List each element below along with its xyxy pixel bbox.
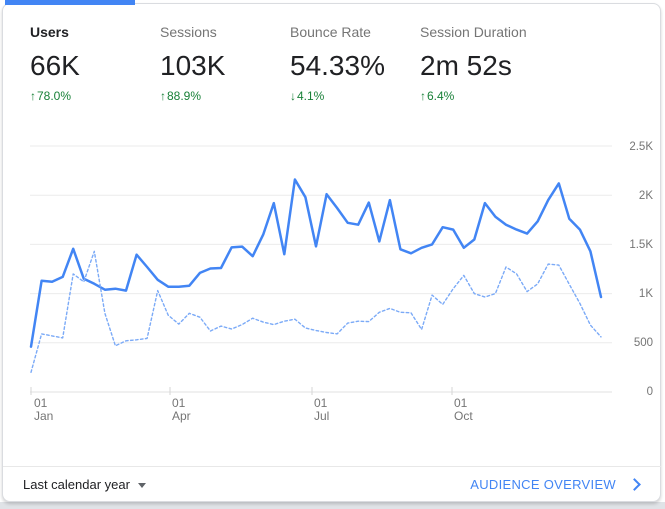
x-axis-label: 01 Oct	[454, 397, 473, 423]
x-axis-label-month: Jul	[314, 409, 330, 423]
x-axis-label-month: Jan	[34, 409, 54, 423]
down-arrow-icon: ↓	[290, 89, 296, 103]
metric-delta: ↑6.4%	[420, 89, 548, 103]
selected-tab-indicator-bar	[5, 0, 135, 5]
up-arrow-icon: ↑	[160, 89, 166, 103]
gridlines	[30, 145, 612, 395]
x-axis-label: 01 Apr	[172, 397, 191, 423]
series-current-period	[29, 178, 603, 348]
x-axis-label-day: 01	[454, 396, 468, 410]
y-axis-label: 1K	[638, 288, 653, 300]
audience-overview-link-label: AUDIENCE OVERVIEW	[470, 477, 616, 492]
chevron-right-icon	[628, 478, 641, 491]
date-range-label: Last calendar year	[23, 477, 130, 492]
metric-label: Bounce Rate	[290, 24, 371, 40]
metric-delta: ↑88.9%	[160, 89, 288, 103]
metric-delta: ↑78.0%	[30, 89, 158, 103]
x-axis-label: 01 Jul	[314, 397, 329, 423]
chart-series	[29, 178, 603, 373]
y-axis-label: 2.5K	[629, 141, 653, 153]
metric-delta-value: 6.4%	[427, 89, 455, 103]
up-arrow-icon: ↑	[420, 89, 426, 103]
metric-delta: ↓4.1%	[290, 89, 418, 103]
y-axis-label: 0	[646, 386, 653, 398]
caret-down-icon	[137, 483, 146, 488]
date-range-dropdown[interactable]: Last calendar year	[23, 477, 146, 492]
metric-label: Users	[30, 24, 69, 40]
x-axis-label-day: 01	[172, 396, 186, 410]
metric-label: Session Duration	[420, 24, 527, 40]
x-axis-label: 01 Jan	[34, 397, 53, 423]
metric-tab-bounce-rate[interactable]: Bounce Rate 54.33% ↓4.1%	[290, 23, 418, 103]
metric-delta-value: 88.9%	[167, 89, 202, 103]
page-background-band	[0, 502, 665, 509]
x-axis-label-month: Oct	[454, 409, 473, 423]
metric-label: Sessions	[160, 24, 217, 40]
metric-delta-value: 4.1%	[297, 89, 325, 103]
metric-value: 54.33%	[290, 50, 385, 81]
up-arrow-icon: ↑	[30, 89, 36, 103]
x-axis-label-day: 01	[34, 396, 48, 410]
metric-value: 66K	[30, 50, 80, 81]
audience-overview-card	[2, 3, 661, 502]
y-axis-label: 500	[633, 337, 653, 349]
metric-tab-session-duration[interactable]: Session Duration 2m 52s ↑6.4%	[420, 23, 548, 103]
metric-value: 103K	[160, 50, 226, 81]
audience-overview-link[interactable]: AUDIENCE OVERVIEW	[470, 477, 641, 492]
y-axis-label: 1.5K	[629, 239, 653, 251]
y-axis-label: 2K	[638, 190, 653, 202]
x-axis-label-day: 01	[314, 396, 328, 410]
metric-tab-sessions[interactable]: Sessions 103K ↑88.9%	[160, 23, 288, 103]
series-previous-period	[30, 250, 602, 373]
metric-value: 2m 52s	[420, 50, 512, 81]
card-footer: Last calendar year AUDIENCE OVERVIEW	[3, 466, 661, 502]
metric-tab-users[interactable]: Users 66K ↑78.0%	[30, 23, 158, 103]
x-axis-label-month: Apr	[172, 409, 191, 423]
metric-delta-value: 78.0%	[37, 89, 72, 103]
